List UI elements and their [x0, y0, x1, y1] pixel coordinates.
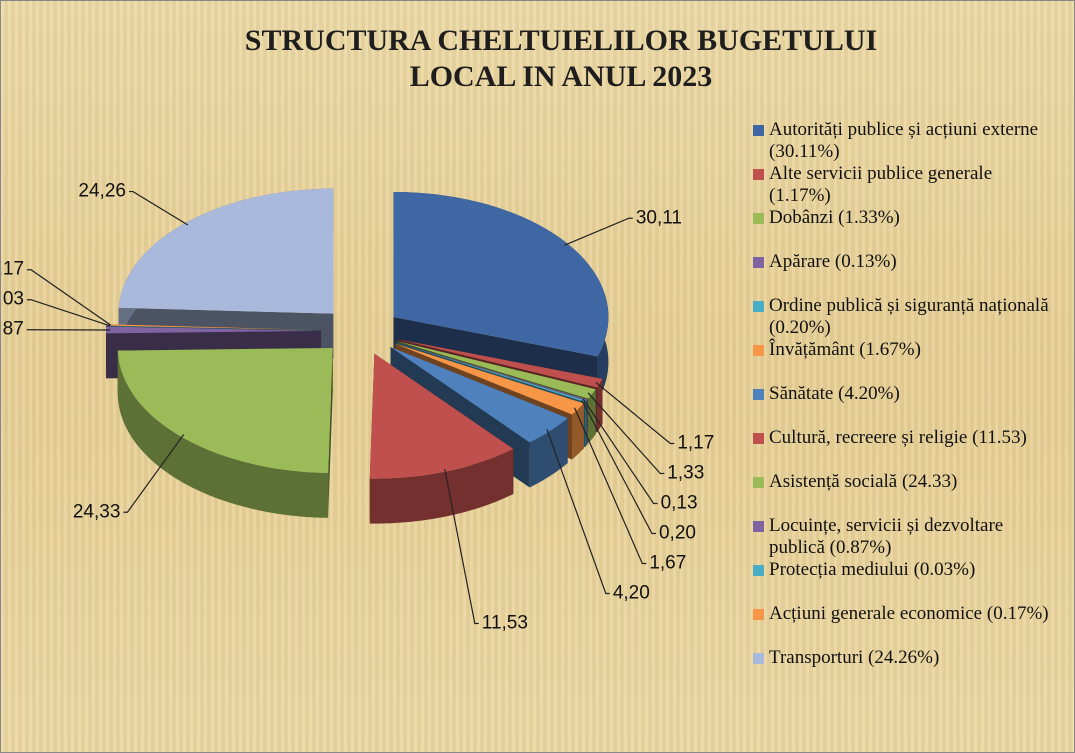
slice	[106, 324, 322, 331]
slice-side	[369, 448, 514, 524]
data-label: 0,13	[661, 493, 698, 514]
legend-item: Alte servicii publice generale (1.17%)	[753, 163, 1053, 207]
leader-line	[444, 468, 479, 625]
leader-line	[546, 429, 610, 595]
slice	[398, 339, 603, 388]
leader-line	[587, 392, 665, 475]
leader-line	[581, 400, 656, 535]
legend-item: Învățământ (1.67%)	[753, 339, 1053, 383]
slice	[117, 347, 333, 473]
legend-swatch	[753, 125, 764, 136]
legend-label: Alte servicii publice generale (1.17%)	[769, 163, 993, 206]
pie-area: 30,11 1,17 1,33 0,13 0,20 1,67 4,20 11,53 24,33 0…	[1, 181, 714, 634]
legend-swatch	[753, 609, 764, 620]
slice-side	[117, 350, 329, 518]
legend-label: Autorități publice și acțiuni externe (3…	[769, 119, 1039, 162]
legend-swatch	[753, 389, 764, 400]
slice	[396, 342, 588, 401]
legend: Autorități publice și acțiuni externe (3…	[753, 119, 1053, 691]
title-line: STRUCTURA CHELTUIELILOR BUGETULUI	[244, 24, 878, 57]
slice-side	[586, 399, 588, 446]
data-label: 1,67	[649, 553, 686, 574]
slice	[106, 326, 322, 334]
legend-label: Învățământ (1.67%)	[769, 339, 921, 360]
slice	[395, 343, 584, 415]
slice	[390, 347, 568, 443]
legend-item: Transporturi (24.26%)	[753, 647, 1053, 691]
data-label: 24,26	[78, 181, 126, 202]
legend-swatch	[753, 301, 764, 312]
leader-line	[123, 434, 185, 513]
title-line: LOCAL IN ANUL 2023	[409, 60, 713, 93]
slice-side	[585, 400, 587, 448]
legend-swatch	[753, 477, 764, 488]
legend-label: Acțiuni generale economice (0.17%)	[769, 603, 1049, 624]
data-label: 30,11	[636, 207, 682, 228]
data-label: 0,20	[659, 523, 696, 544]
leader-line	[595, 381, 675, 445]
legend-item: Apărare (0.13%)	[753, 251, 1053, 295]
leader-line	[128, 190, 189, 226]
legend-swatch	[753, 257, 764, 268]
slice	[397, 341, 596, 399]
legend-swatch	[753, 213, 764, 224]
slice-side	[572, 403, 584, 460]
legend-item: Locuințe, servicii și dezvoltare publică…	[753, 515, 1053, 559]
legend-label: Asistență socială (24.33)	[769, 471, 958, 492]
slice	[106, 325, 322, 331]
leader-line	[26, 299, 111, 327]
legend-label: Ordine publică și siguranță națională (0…	[769, 295, 1049, 338]
legend-swatch	[753, 433, 764, 444]
slice	[393, 191, 609, 357]
chart-title: STRUCTURA CHELTUIELILOR BUGETULUI LOCAL …	[151, 23, 971, 95]
slice	[396, 342, 587, 403]
legend-swatch	[753, 653, 764, 664]
leader-line	[574, 407, 647, 565]
legend-item: Asistență socială (24.33)	[753, 471, 1053, 515]
legend-label: Transporturi (24.26%)	[769, 647, 940, 668]
legend-item: Ordine publică și siguranță națională (0…	[753, 295, 1053, 339]
legend-swatch	[753, 521, 764, 532]
data-label: 0,87	[1, 319, 24, 340]
legend-label: Apărare (0.13%)	[769, 251, 897, 272]
data-label: 4,20	[613, 583, 650, 604]
data-label: 24,33	[73, 501, 121, 522]
data-label: 0,03	[1, 289, 24, 310]
legend-label: Sănătate (4.20%)	[769, 383, 900, 404]
legend-label: Locuințe, servicii și dezvoltare publică…	[769, 515, 1004, 558]
legend-item: Protecția mediului (0.03%)	[753, 559, 1053, 603]
leader-line	[27, 269, 111, 326]
slice	[369, 353, 514, 479]
slice-side	[588, 389, 596, 444]
legend-item: Cultură, recreere și religie (11.53)	[753, 427, 1053, 471]
legend-swatch	[753, 345, 764, 356]
legend-item: Dobânzi (1.33%)	[753, 207, 1053, 251]
legend-label: Cultură, recreere și religie (11.53)	[769, 427, 1027, 448]
legend-label: Dobânzi (1.33%)	[769, 207, 900, 228]
data-label: 1,17	[677, 433, 714, 454]
data-label: 1,33	[667, 463, 704, 484]
legend-label: Protecția mediului (0.03%)	[769, 559, 976, 580]
legend-item: Acțiuni generale economice (0.17%)	[753, 603, 1053, 647]
legend-swatch	[753, 565, 764, 576]
legend-swatch	[753, 169, 764, 180]
legend-item: Sănătate (4.20%)	[753, 383, 1053, 427]
leader-line	[564, 217, 633, 246]
data-label: 0,17	[1, 259, 24, 280]
slice-side	[529, 418, 568, 488]
data-label: 11,53	[482, 613, 528, 634]
leader-line	[582, 398, 658, 505]
legend-item: Autorități publice și acțiuni externe (3…	[753, 119, 1053, 163]
slice	[118, 188, 334, 314]
